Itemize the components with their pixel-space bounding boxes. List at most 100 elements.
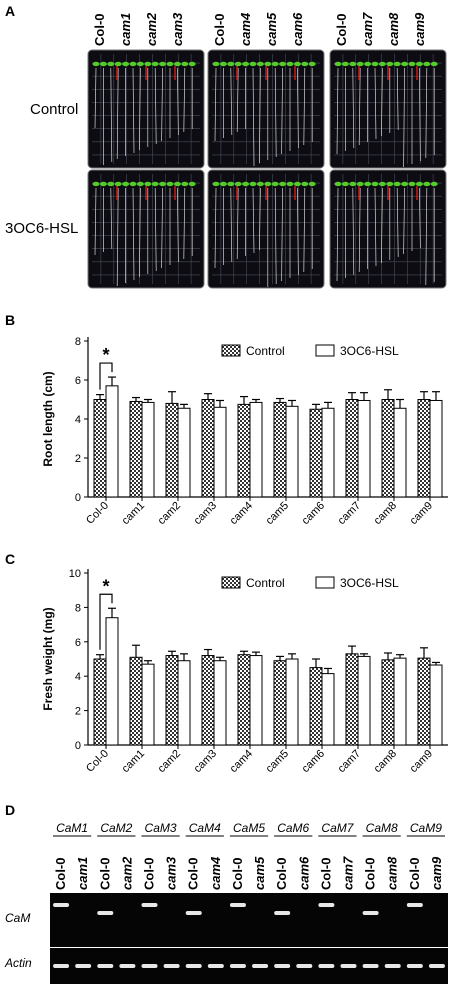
- seedling-root: [336, 187, 339, 282]
- seedling-leaf: [136, 181, 144, 187]
- legend-label: Control: [246, 344, 285, 358]
- gene-label: CaM2: [100, 821, 132, 835]
- lane-label: Col-0: [230, 858, 245, 891]
- gene-label: CaM5: [233, 821, 265, 835]
- x-tick-label: cam1: [120, 748, 148, 776]
- seedling-leaf: [386, 181, 394, 187]
- seedling-leaf: [349, 61, 357, 67]
- seedling-root: [110, 187, 113, 250]
- seedling-leaf: [301, 181, 309, 187]
- gel-row-label-cam: CaM: [5, 911, 30, 925]
- seedling-leaf: [423, 181, 431, 187]
- seedling-leaf: [341, 61, 349, 67]
- seedling-leaf: [256, 61, 264, 67]
- seedling-root: [425, 67, 428, 159]
- seedling-leaf: [159, 61, 167, 67]
- x-tick-label: cam5: [264, 748, 292, 776]
- lane-label: Col-0: [318, 858, 333, 891]
- seedling-leaf: [99, 181, 107, 187]
- cam-band: [362, 911, 379, 915]
- seedling-leaf: [144, 181, 152, 187]
- seedling-root: [161, 67, 163, 142]
- bar: [429, 399, 443, 498]
- seedling-leaf: [181, 61, 189, 67]
- lane-label: Col-0: [274, 858, 289, 891]
- bar: [381, 659, 395, 746]
- seedling-root: [110, 67, 113, 163]
- y-tick-label: 0: [75, 492, 81, 504]
- lane-label: cam4: [208, 856, 223, 890]
- seedling-root: [214, 67, 217, 142]
- cam-band: [274, 911, 291, 915]
- seedling-root: [259, 187, 261, 251]
- actin-band: [296, 964, 313, 968]
- legend-label: 3OC6-HSL: [340, 576, 399, 590]
- seedling-root: [183, 187, 186, 260]
- lane-label: Col-0: [97, 858, 112, 891]
- seedling-leaf: [249, 61, 257, 67]
- bar: [165, 655, 179, 746]
- genotype-label: cam4: [238, 12, 253, 46]
- seedling-leaf: [393, 181, 401, 187]
- seedling-leaf: [334, 181, 342, 187]
- x-tick-label: cam2: [156, 748, 184, 776]
- genotype-label: cam3: [170, 12, 185, 46]
- seedling-leaf: [188, 181, 196, 187]
- y-axis-label: Root length (cm): [41, 371, 55, 466]
- bar: [249, 401, 263, 498]
- bar: [417, 657, 431, 746]
- significance-bracket: [99, 362, 113, 390]
- cam-band: [229, 903, 246, 907]
- seedling-leaf: [349, 181, 357, 187]
- bar: [213, 406, 227, 498]
- seedling-leaf: [308, 181, 316, 187]
- seedling-root: [336, 67, 339, 155]
- genotype-label: cam6: [290, 12, 305, 46]
- x-tick-label: cam8: [372, 500, 400, 528]
- seedling-root: [214, 187, 217, 269]
- bar: [249, 655, 263, 746]
- y-tick-label: 8: [75, 602, 81, 614]
- lane-label: Col-0: [363, 858, 378, 891]
- seedling-leaf: [293, 181, 301, 187]
- genotype-label: cam9: [412, 12, 427, 46]
- seedling-leaf: [356, 181, 364, 187]
- plate-grid: [92, 54, 200, 164]
- y-tick-label: 6: [75, 637, 81, 649]
- genotype-label: cam5: [264, 12, 279, 46]
- actin-band: [163, 964, 180, 968]
- seedling-leaf: [122, 181, 130, 187]
- seedling-leaf: [159, 181, 167, 187]
- seedling-leaf: [386, 61, 394, 67]
- seedling-root: [94, 187, 97, 256]
- seedling-root: [252, 67, 255, 167]
- bar: [393, 657, 407, 746]
- y-tick-label: 0: [75, 740, 81, 752]
- x-tick-label: cam4: [228, 748, 256, 776]
- seedling-root: [183, 67, 186, 133]
- seedling-leaf: [364, 181, 372, 187]
- legend-label: Control: [246, 576, 285, 590]
- seedling-root: [374, 187, 377, 267]
- lane-label: cam1: [75, 857, 90, 890]
- seedling-leaf: [378, 181, 386, 187]
- seedling-leaf: [308, 61, 316, 67]
- seedling-leaf: [99, 61, 107, 67]
- actin-band: [119, 964, 136, 968]
- genotype-label: cam8: [386, 12, 401, 46]
- seedling-root: [252, 187, 255, 254]
- seedling-leaf: [393, 61, 401, 67]
- gel-row-label-actin: Actin: [4, 956, 32, 970]
- lane-label: cam8: [385, 856, 400, 890]
- seedling-leaf: [92, 181, 100, 187]
- seedling-root: [403, 187, 405, 255]
- seedling-leaf: [242, 181, 250, 187]
- seedling-root: [236, 187, 239, 260]
- seedling-leaf: [114, 181, 122, 187]
- seedling-leaf: [173, 181, 181, 187]
- seedling-leaf: [430, 61, 438, 67]
- seedling-root: [396, 187, 399, 258]
- y-axis-label: Fresh weight (mg): [41, 607, 55, 710]
- seedling-leaf: [356, 61, 364, 67]
- seedling-leaf: [286, 61, 294, 67]
